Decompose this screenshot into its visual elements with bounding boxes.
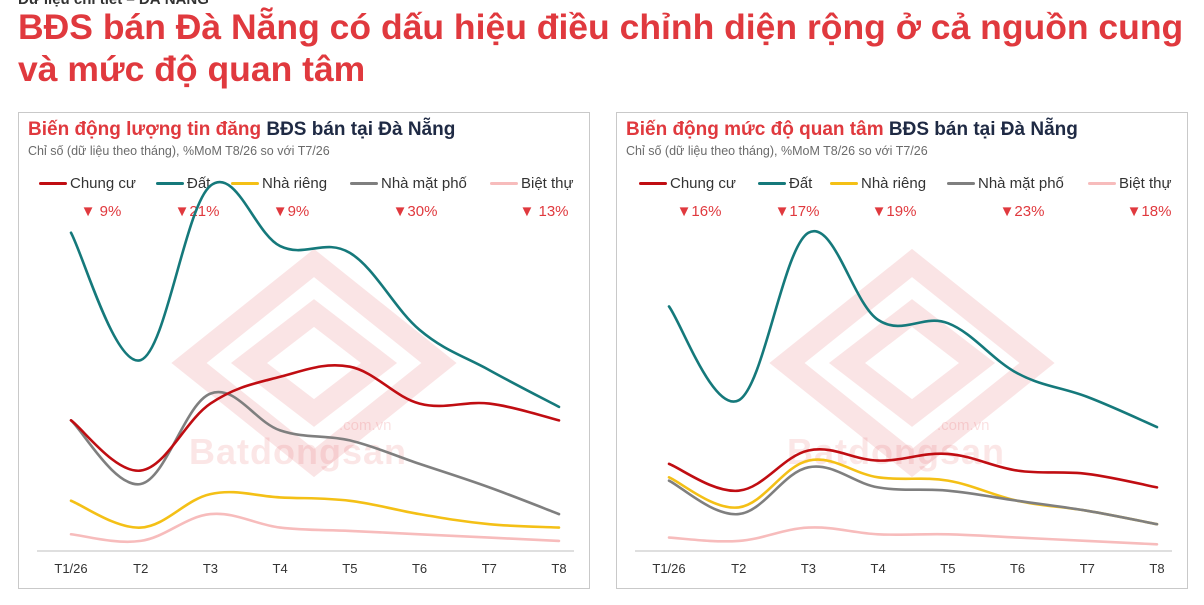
legend-swatch — [830, 181, 858, 185]
legend-item-nha-mat-pho: Nhà mặt phố — [350, 173, 467, 193]
x-tick-label: T1/26 — [54, 561, 87, 576]
x-tick-label: T4 — [871, 561, 886, 576]
x-tick-label: T7 — [482, 561, 497, 576]
pct-change-nha-mat-pho: ▼30% — [392, 203, 438, 220]
legend-item-chung-cu: Chung cư — [39, 173, 136, 193]
x-tick-label: T6 — [1010, 561, 1025, 576]
legend-swatch — [156, 181, 184, 185]
panel-subtitle: Chỉ số (dữ liệu theo tháng), %MoM T8/26 … — [626, 144, 928, 158]
series-line-nha-mat-pho — [69, 390, 561, 516]
x-tick-label: T5 — [940, 561, 955, 576]
x-tick-label: T5 — [342, 561, 357, 576]
legend-item-dat: Đất — [758, 173, 812, 193]
pct-change-nha-rieng: ▼19% — [871, 203, 917, 220]
legend-label: Biệt thự — [1119, 174, 1172, 192]
legend-label: Nhà riêng — [861, 174, 927, 192]
legend-label: Đất — [789, 174, 813, 192]
watermark-logo-icon — [169, 243, 459, 483]
panel-subtitle: Chỉ số (dữ liệu theo tháng), %MoM T8/26 … — [28, 144, 330, 158]
x-tick-label: T1/26 — [652, 561, 685, 576]
legend-item-nha-rieng: Nhà riêng — [830, 173, 926, 193]
legend-swatch — [490, 181, 518, 185]
page-title: BĐS bán Đà Nẵng có dấu hiệu điều chỉnh d… — [18, 7, 1184, 89]
line-chart-listings: T1/26 T2 T3 T4 T5 T6 T7 T8 — [37, 181, 574, 576]
chart-panel-listings: .com.vn Batdongsan Biến động lượng tin đ… — [18, 112, 590, 589]
panel-title: Biến động lượng tin đăng BĐS bán tại Đà … — [28, 119, 455, 141]
legend-swatch — [758, 181, 786, 185]
chart-panel-interest: .com.vn Batdongsan Biến động mức độ quan… — [616, 112, 1188, 589]
x-tick-label: T3 — [203, 561, 218, 576]
legend-swatch — [639, 181, 667, 185]
series-line-biet-thu — [667, 526, 1159, 546]
x-tick-label: T4 — [273, 561, 288, 576]
legend-item-dat: Đất — [156, 173, 210, 193]
line-chart-interest: T1/26 T2 T3 T4 T5 T6 T7 T8 — [635, 229, 1172, 576]
series-line-nha-rieng — [69, 490, 561, 529]
legend-swatch — [350, 181, 378, 185]
x-tick-label: T3 — [801, 561, 816, 576]
chart-legend: Chung cư Đất Nhà riêng Nhà mặt phố Biệt … — [19, 173, 591, 193]
x-tick-label: T7 — [1080, 561, 1095, 576]
watermark-brand: Batdongsan — [189, 431, 408, 472]
legend-label: Nhà mặt phố — [978, 174, 1064, 192]
series-line-chung-cu — [69, 363, 561, 472]
x-tick-label: T8 — [551, 561, 566, 576]
watermark-logo-icon — [767, 243, 1057, 483]
legend-label: Biệt thự — [521, 174, 574, 192]
pct-change-dat: ▼17% — [774, 203, 820, 220]
watermark-domain: .com.vn — [937, 417, 990, 434]
series-line-biet-thu — [69, 512, 561, 543]
legend-label: Chung cư — [670, 174, 736, 192]
legend-swatch — [1088, 181, 1116, 185]
series-line-dat — [69, 181, 561, 409]
chart-legend: Chung cư Đất Nhà riêng Nhà mặt phố Biệt … — [617, 173, 1189, 193]
pct-change-nha-mat-pho: ▼23% — [999, 203, 1045, 220]
pct-change-biet-thu: ▼ 13% — [519, 203, 569, 220]
series-line-nha-mat-pho — [667, 465, 1159, 526]
legend-item-chung-cu: Chung cư — [639, 173, 736, 193]
legend-label: Chung cư — [70, 174, 136, 192]
legend-label: Nhà mặt phố — [381, 174, 467, 192]
watermark-brand: Batdongsan — [787, 431, 1006, 472]
x-tick-label: T8 — [1149, 561, 1164, 576]
legend-item-biet-thu: Biệt thự — [1088, 173, 1172, 193]
x-tick-label: T2 — [731, 561, 746, 576]
x-tick-label: T2 — [133, 561, 148, 576]
legend-swatch — [947, 181, 975, 185]
top-heading-cut: Dữ liệu chi tiết – ĐÀ NẴNG — [18, 0, 209, 8]
pct-change-biet-thu: ▼18% — [1126, 203, 1172, 220]
legend-swatch — [39, 181, 67, 185]
panel-title: Biến động mức độ quan tâm BĐS bán tại Đà… — [626, 119, 1078, 141]
pct-change-chung-cu: ▼16% — [676, 203, 722, 220]
panel-title-rest: BĐS bán tại Đà Nẵng — [888, 119, 1078, 140]
legend-item-nha-mat-pho: Nhà mặt phố — [947, 173, 1064, 193]
legend-item-nha-rieng: Nhà riêng — [231, 173, 327, 193]
panel-title-highlight: Biến động lượng tin đăng — [28, 119, 262, 140]
watermark-domain: .com.vn — [339, 417, 392, 434]
legend-label: Nhà riêng — [262, 174, 328, 192]
panel-title-highlight: Biến động mức độ quan tâm — [626, 119, 884, 140]
legend-label: Đất — [187, 174, 211, 192]
legend-item-biet-thu: Biệt thự — [490, 173, 574, 193]
series-line-chung-cu — [667, 448, 1159, 493]
pct-change-nha-rieng: ▼9% — [272, 203, 310, 220]
legend-swatch — [231, 181, 259, 185]
series-line-dat — [667, 229, 1159, 429]
panel-title-rest: BĐS bán tại Đà Nẵng — [266, 119, 456, 140]
x-tick-label: T6 — [412, 561, 427, 576]
pct-change-chung-cu: ▼ 9% — [80, 203, 122, 220]
